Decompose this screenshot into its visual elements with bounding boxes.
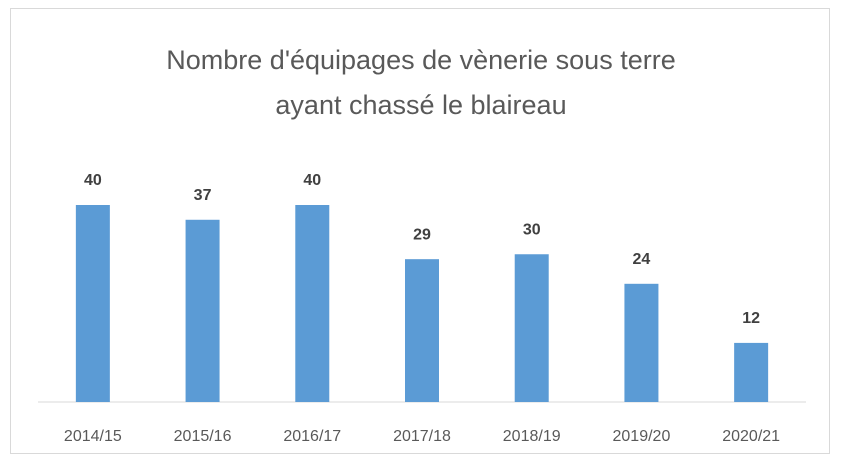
data-label: 40 — [303, 172, 321, 189]
x-tick-label: 2020/21 — [722, 428, 780, 445]
data-label: 29 — [413, 226, 431, 243]
x-tick-label: 2014/15 — [64, 428, 122, 445]
chart-frame — [10, 8, 830, 454]
data-label: 30 — [523, 221, 541, 238]
bar — [514, 254, 549, 402]
data-label: 40 — [84, 172, 102, 189]
data-label: 37 — [194, 187, 212, 204]
bar — [734, 342, 769, 402]
data-label: 12 — [742, 310, 760, 327]
bar — [185, 219, 220, 402]
data-label: 24 — [633, 251, 651, 268]
x-tick-label: 2017/18 — [393, 428, 451, 445]
x-tick-label: 2015/16 — [174, 428, 232, 445]
chart-title: Nombre d'équipages de vènerie sous terre… — [166, 45, 676, 120]
bar — [624, 283, 659, 402]
x-tick-label: 2016/17 — [283, 428, 341, 445]
bar — [75, 205, 110, 402]
bar — [295, 205, 330, 402]
x-tick-label: 2019/20 — [613, 428, 671, 445]
x-tick-label: 2018/19 — [503, 428, 561, 445]
bar — [405, 259, 439, 402]
